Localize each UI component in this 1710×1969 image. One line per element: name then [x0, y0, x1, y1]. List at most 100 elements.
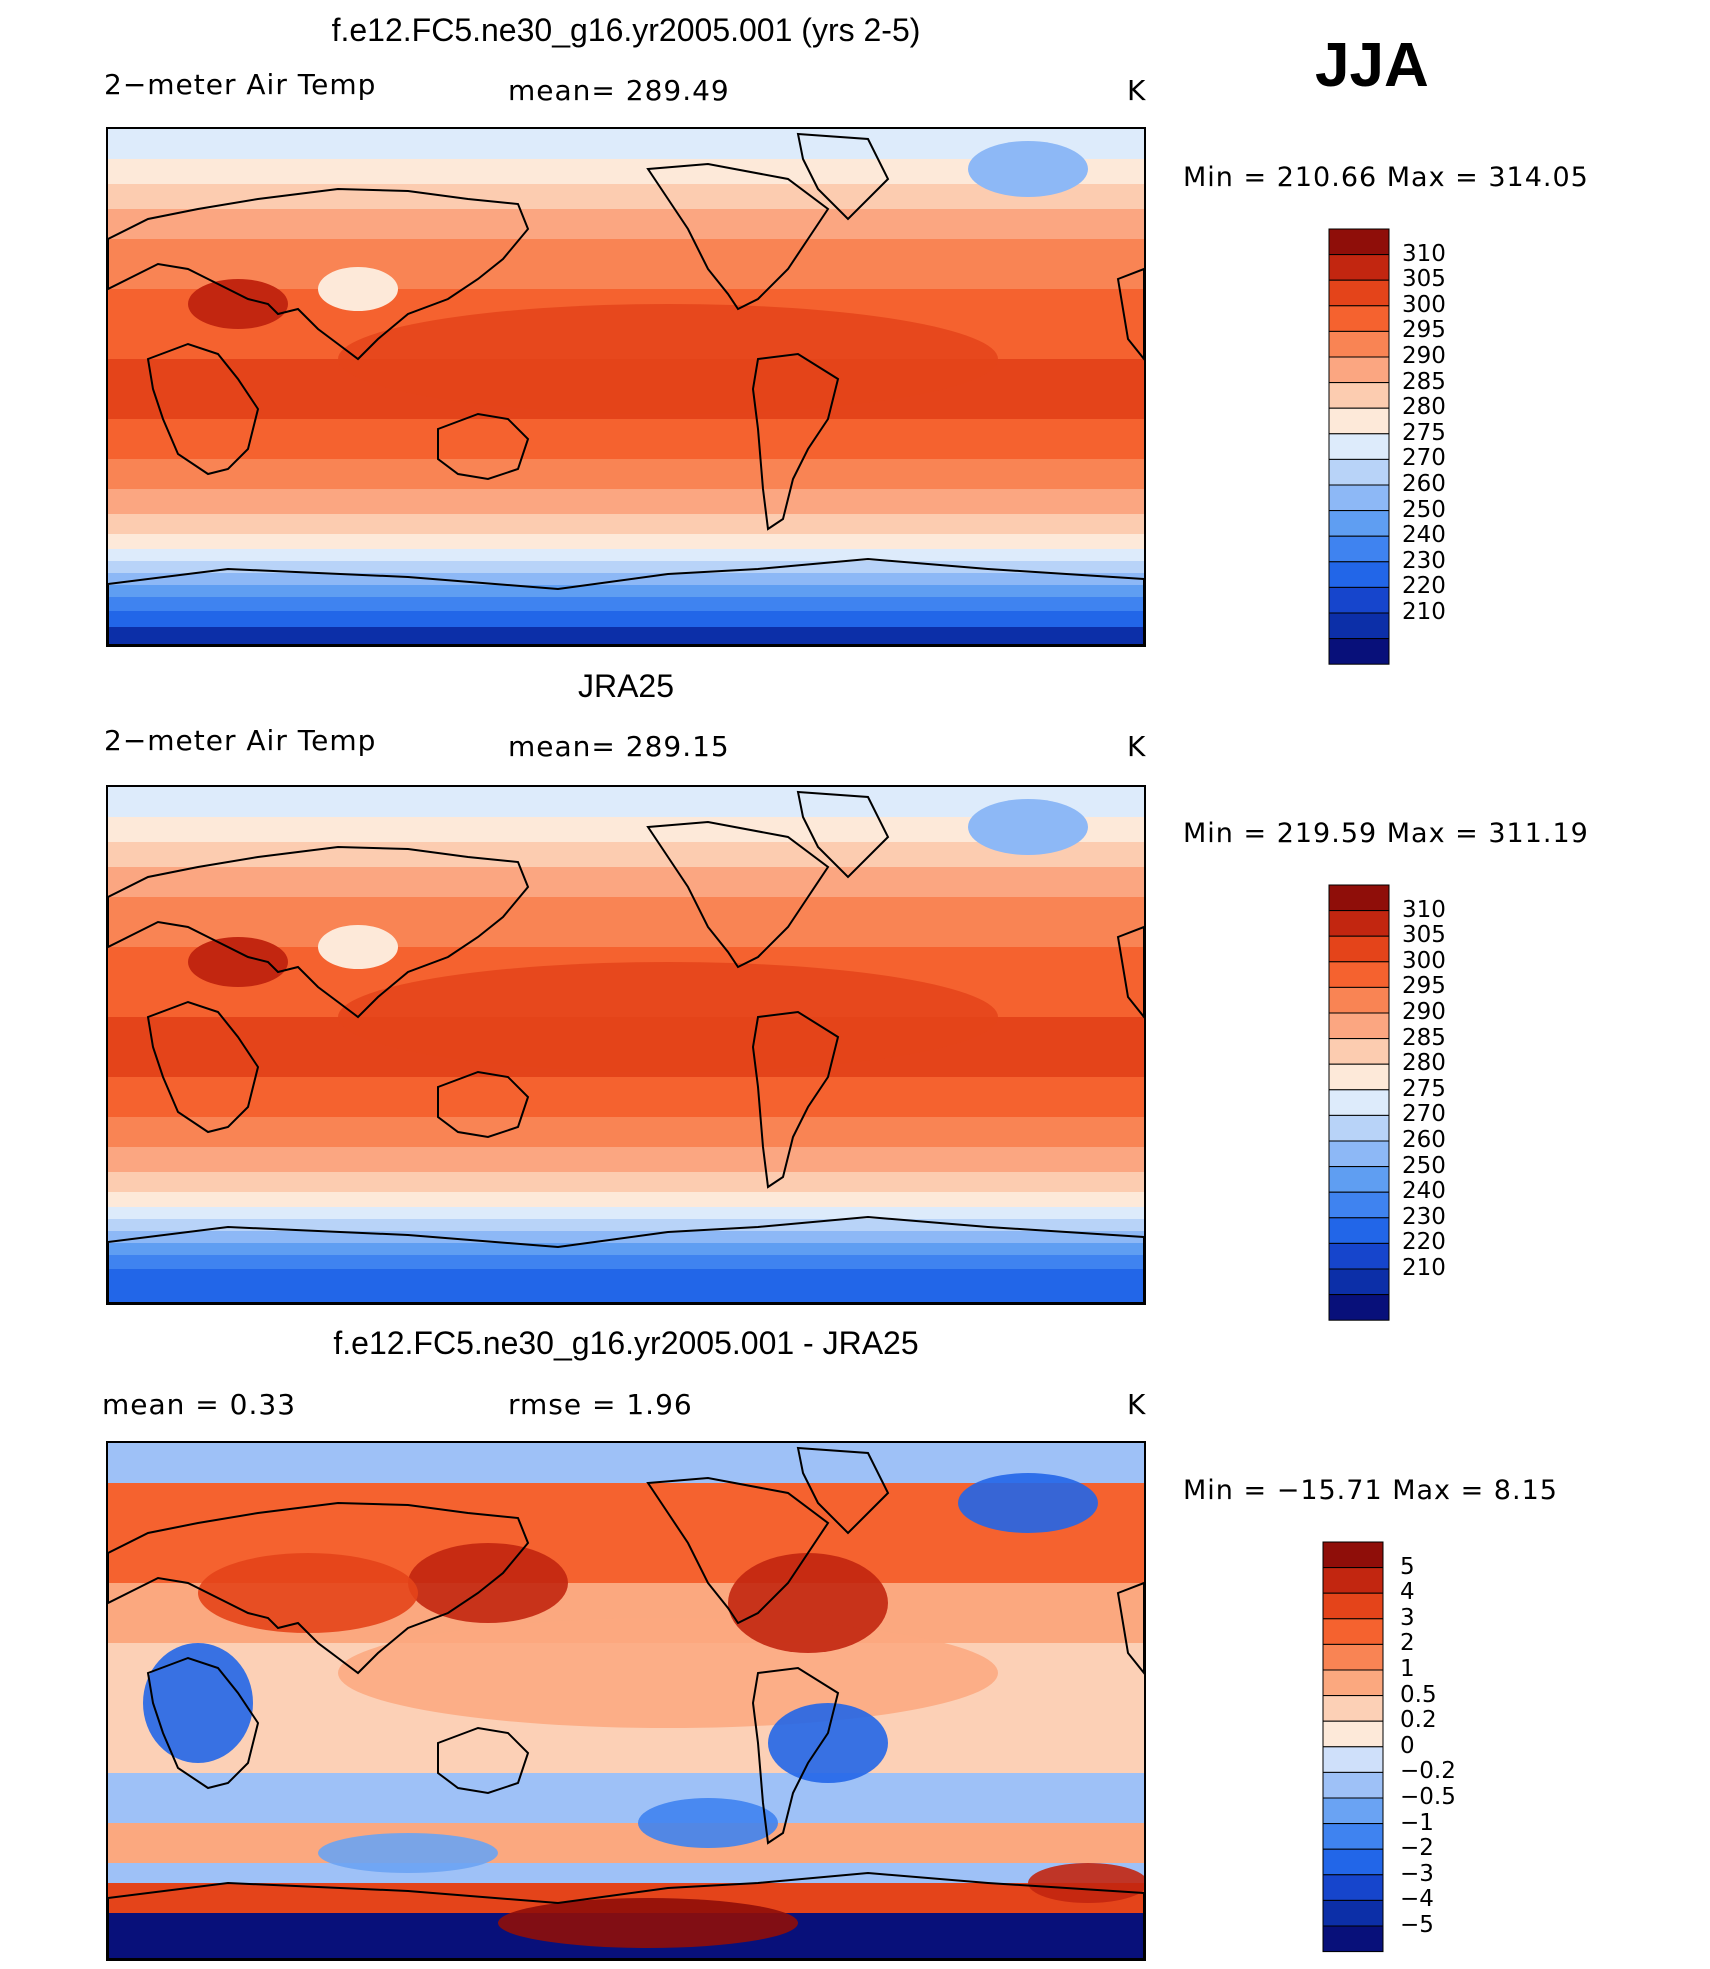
colorbar-tick-label: 240	[1402, 522, 1446, 549]
field-anomaly	[728, 1553, 888, 1653]
colorbar-tick-label: 240	[1402, 1178, 1446, 1205]
colorbar-box	[1328, 330, 1390, 358]
coastline	[108, 1501, 530, 1675]
colorbar-tick-label: 295	[1402, 317, 1446, 344]
colorbar-box	[1328, 535, 1390, 563]
colorbar-boxes	[1322, 1541, 1384, 1953]
coastline	[437, 1070, 530, 1139]
coastline	[146, 1656, 260, 1790]
colorbar-tick-label: 310	[1402, 896, 1446, 923]
colorbar-box	[1322, 1899, 1384, 1927]
colorbar-tick-label: −0.5	[1400, 1784, 1456, 1810]
field-anomaly	[338, 1618, 998, 1728]
colorbar-box	[1328, 510, 1390, 537]
field-anomaly	[188, 937, 288, 987]
field-anomaly	[143, 1643, 253, 1763]
temperature-band	[108, 585, 1144, 597]
colorbar-tick-label: −3	[1400, 1860, 1434, 1887]
colorbar-tick-label: 0	[1400, 1732, 1415, 1759]
colorbar-box	[1322, 1771, 1384, 1799]
panel3-title: f.e12.FC5.ne30_g16.yr2005.001 - JRA25	[333, 1325, 919, 1361]
colorbar-box	[1322, 1823, 1384, 1850]
colorbar-box	[1322, 1567, 1384, 1594]
colorbar-tick-label: 230	[1402, 1203, 1446, 1230]
colorbar-box	[1328, 1294, 1390, 1321]
coastline	[437, 412, 530, 481]
colorbar-box	[1322, 1643, 1384, 1671]
colorbar-tick-label: −5	[1400, 1912, 1434, 1938]
colorbar-tick-label: 230	[1402, 547, 1446, 574]
colorbar-box	[1328, 935, 1390, 963]
panel1-colorbar: 310 305 300 295 290 285 280 275 270 260 250 240 230 2…	[1328, 228, 1446, 670]
colorbar-tick-label: 285	[1402, 368, 1446, 395]
colorbar-box	[1328, 586, 1390, 614]
coastline	[1116, 267, 1144, 361]
season-label: JJA	[1315, 31, 1429, 100]
colorbar-tick-label: 275	[1402, 1075, 1446, 1102]
temperature-band	[108, 459, 1144, 489]
colorbar-tick-label: 290	[1402, 999, 1446, 1025]
temperature-band	[108, 1443, 1144, 1483]
temperature-band	[108, 1269, 1144, 1285]
panel1-min-max: Min = 210.66 Max = 314.05	[1183, 162, 1589, 193]
panel2-map	[106, 785, 1146, 1305]
colorbar-tick-label: 300	[1402, 947, 1446, 974]
coastline	[751, 1010, 840, 1189]
colorbar-box	[1328, 382, 1390, 409]
colorbar-tick-label: 290	[1402, 343, 1446, 369]
colorbar-tick-label: 295	[1402, 973, 1446, 1000]
field-anomaly	[638, 1798, 778, 1848]
temperature-band	[108, 1285, 1144, 1303]
colorbar-box	[1328, 561, 1390, 588]
colorbar-tick-label: 260	[1402, 1127, 1446, 1153]
colorbar-box	[1322, 1618, 1384, 1645]
colorbar-tick-label: 0.5	[1400, 1681, 1437, 1708]
colorbar-box	[1328, 961, 1390, 988]
field-anomaly	[958, 1473, 1098, 1533]
temperature-band	[108, 129, 1144, 159]
colorbar-tick-label: 5	[1400, 1553, 1415, 1580]
coastline	[796, 1446, 890, 1535]
colorbar-tick-label: 4	[1400, 1579, 1415, 1606]
panel3-min-max: Min = −15.71 Max = 8.15	[1183, 1475, 1558, 1506]
field-anomaly	[1028, 1863, 1144, 1903]
temperature-band	[108, 561, 1144, 573]
colorbar-box	[1328, 1038, 1390, 1065]
colorbar-box	[1328, 279, 1390, 307]
colorbar-boxes	[1328, 228, 1390, 665]
coastline	[1116, 925, 1144, 1019]
panel3-unit: K	[1127, 1388, 1147, 1421]
panel1-unit: K	[1127, 74, 1147, 107]
colorbar-box	[1328, 1063, 1390, 1091]
colorbar-box	[1322, 1848, 1384, 1876]
colorbar-box	[1322, 1720, 1384, 1748]
colorbar-box	[1328, 228, 1390, 256]
panel2-mean-label: mean= 289.15	[508, 730, 730, 763]
colorbar-tick-label: 310	[1402, 240, 1446, 267]
temperature-band	[108, 419, 1144, 459]
temperature-band	[108, 1192, 1144, 1207]
field-anomaly	[188, 279, 288, 329]
colorbar-box	[1328, 1268, 1390, 1296]
temperature-band	[108, 1147, 1144, 1172]
colorbar-box	[1328, 433, 1390, 460]
panel1-mean-label: mean= 289.49	[508, 74, 730, 107]
temperature-band	[108, 534, 1144, 549]
colorbar-tick-label: 270	[1402, 1101, 1446, 1128]
temperature-band	[108, 1077, 1144, 1117]
colorbar-boxes	[1328, 884, 1390, 1321]
coastline	[146, 342, 260, 476]
coastline	[796, 790, 890, 879]
temperature-band	[108, 787, 1144, 817]
field-anomaly	[968, 141, 1088, 197]
temperature-band	[108, 1823, 1144, 1863]
temperature-band	[108, 1255, 1144, 1269]
colorbar-box	[1322, 1746, 1384, 1773]
temperature-band	[108, 1219, 1144, 1231]
colorbar-tick-label: 3	[1400, 1604, 1415, 1631]
panel3-rmse-label: rmse = 1.96	[508, 1388, 693, 1421]
colorbar-tick-label: 285	[1402, 1024, 1446, 1051]
panel2-min-max: Min = 219.59 Max = 311.19	[1183, 818, 1589, 849]
colorbar-tick-label: 280	[1402, 394, 1446, 421]
field-anomaly	[408, 1543, 568, 1623]
